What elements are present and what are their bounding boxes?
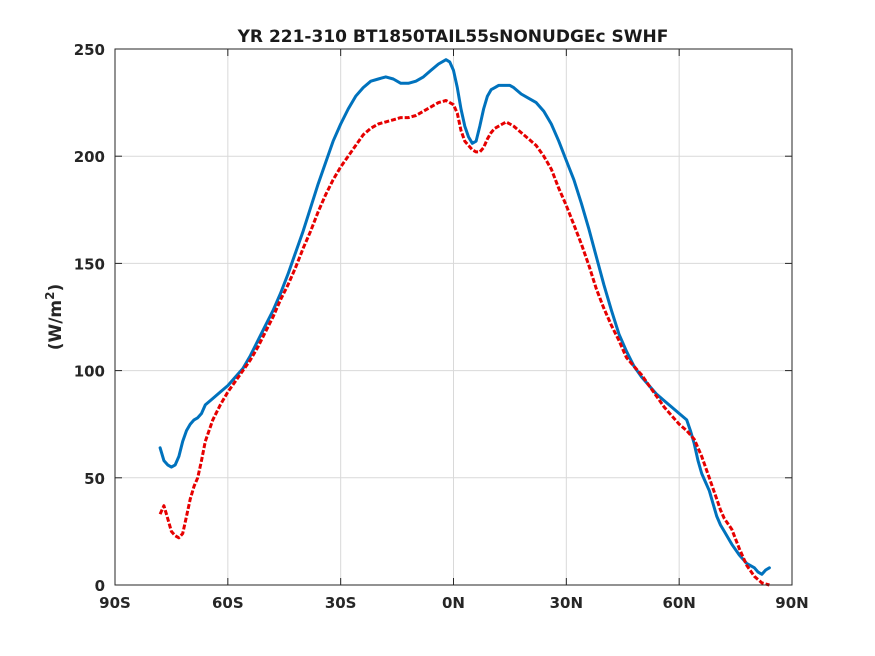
x-tick-label: 90N bbox=[775, 594, 808, 612]
y-tick-label: 50 bbox=[84, 470, 105, 488]
y-axis-label-superscript: 2 bbox=[43, 291, 57, 299]
series-line-2 bbox=[158, 99, 770, 587]
y-axis-label-close: ) bbox=[46, 284, 66, 292]
y-tick-label: 200 bbox=[74, 148, 105, 166]
x-tick-label: 60S bbox=[212, 594, 244, 612]
y-tick-label: 250 bbox=[74, 41, 105, 59]
y-tick-label: 100 bbox=[74, 363, 105, 381]
plot-area: 90S 60S 30S 0N 30N 60N 90N 0 50 100 150 200 250 bbox=[74, 41, 809, 612]
y-axis-label: (W/m2) bbox=[43, 284, 66, 351]
x-tick-label: 30N bbox=[550, 594, 583, 612]
y-axis-label-text: (W/m bbox=[46, 300, 66, 350]
x-tick-label: 90S bbox=[99, 594, 131, 612]
chart-title: YR 221-310 BT1850TAIL55sNONUDGEc SWHF bbox=[237, 27, 669, 47]
y-tick-label: 150 bbox=[74, 255, 105, 273]
y-tick-label: 0 bbox=[95, 577, 105, 595]
x-tick-label: 60N bbox=[662, 594, 695, 612]
x-tick-label: 30S bbox=[325, 594, 357, 612]
x-tick-label: 0N bbox=[442, 594, 465, 612]
